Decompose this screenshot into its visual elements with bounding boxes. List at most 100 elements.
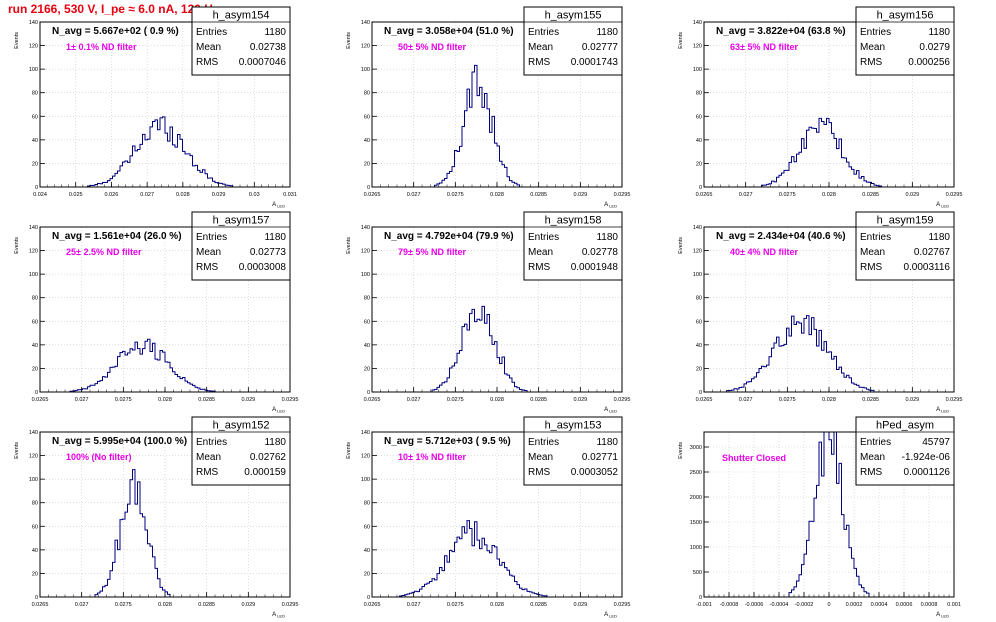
- stats-value: -1.924e-06: [902, 452, 951, 463]
- x-tick-label: -0.0006: [745, 602, 764, 608]
- y-tick-label: 120: [361, 44, 370, 50]
- stats-value: 0.0003052: [571, 467, 619, 478]
- stats-value: 1180: [928, 27, 950, 38]
- y-tick-label: 40: [32, 548, 38, 554]
- stats-key: Mean: [860, 42, 885, 53]
- stats-value: 1180: [928, 232, 950, 243]
- y-tick-label: 0: [367, 185, 370, 191]
- x-tick-label: 0.0295: [946, 192, 963, 198]
- y-tick-label: 100: [693, 67, 702, 73]
- x-tick-label: 0.028: [490, 602, 504, 608]
- y-tick-label: 40: [364, 548, 370, 554]
- y-tick-label: 100: [29, 477, 38, 483]
- x-tick-label: 0.0275: [115, 397, 132, 403]
- stats-value: 0.0003116: [903, 262, 950, 273]
- x-axis-title: A LED: [604, 612, 617, 619]
- x-tick-label: 0.028: [490, 192, 504, 198]
- y-tick-label: 80: [364, 501, 370, 507]
- x-tick-label: 0.0265: [364, 397, 381, 403]
- stats-value: 0.000256: [908, 57, 950, 68]
- x-axis-title: A LED: [272, 407, 285, 414]
- y-tick-label: 80: [32, 296, 38, 302]
- x-tick-label: 0.0265: [32, 397, 49, 403]
- stats-key: Entries: [196, 27, 227, 38]
- filter-label: 79± 5% ND filter: [398, 247, 466, 257]
- y-tick-label: 1000: [690, 545, 702, 551]
- stats-value: 0.0007046: [239, 57, 287, 68]
- x-tick-label: 0.028: [822, 192, 836, 198]
- x-axis-title: A LED: [272, 612, 285, 619]
- run-title: run 2166, 530 V, I_pe ≈ 6.0 nA, 120 Hz: [8, 2, 219, 16]
- x-tick-label: 0.026: [105, 192, 119, 198]
- navg-label: N_avg = 5.667e+02 ( 0.9 %): [52, 26, 179, 37]
- stats-title: h_asym153: [545, 420, 602, 432]
- stats-box: [191, 416, 291, 486]
- y-tick-label: 60: [364, 524, 370, 530]
- y-tick-label: 40: [696, 138, 702, 144]
- x-axis-title: A LED: [604, 202, 617, 209]
- stats-title: h_asym152: [213, 420, 270, 432]
- histogram-panel-hPed_asym: -0.001 -0.0008 -0.0006 -0.0004 -0.0002 0 0.000…: [678, 416, 961, 619]
- stats-key: RMS: [528, 57, 551, 68]
- y-tick-label: 120: [693, 249, 702, 255]
- stats-key: Entries: [528, 232, 559, 243]
- stats-title: h_asym154: [213, 10, 270, 22]
- x-tick-label: 0.03: [249, 192, 260, 198]
- navg-label: N_avg = 1.561e+04 (26.0 %): [52, 231, 182, 242]
- stats-key: Entries: [860, 232, 891, 243]
- x-tick-label: 0.027: [407, 602, 421, 608]
- x-tick-label: 0.025: [69, 192, 83, 198]
- x-tick-label: 0.029: [241, 397, 255, 403]
- y-tick-label: 120: [693, 44, 702, 50]
- x-axis-title: A LED: [604, 407, 617, 414]
- y-tick-label: 120: [361, 454, 370, 460]
- navg-label: N_avg = 3.058e+04 (51.0 %): [384, 26, 514, 37]
- stats-key: RMS: [860, 467, 883, 478]
- x-tick-label: 0.0295: [614, 602, 631, 608]
- y-axis-title: Events: [14, 442, 20, 459]
- y-tick-label: 0: [367, 595, 370, 601]
- x-tick-label: 0.027: [739, 397, 753, 403]
- y-tick-label: 120: [29, 44, 38, 50]
- y-tick-label: 60: [696, 114, 702, 120]
- x-tick-label: 0.028: [158, 602, 172, 608]
- y-tick-label: 0: [699, 185, 702, 191]
- filter-label: 40± 4% ND filter: [730, 247, 798, 257]
- y-axis-title: Events: [678, 442, 684, 459]
- x-tick-label: 0.0265: [364, 602, 381, 608]
- y-tick-label: 20: [364, 366, 370, 372]
- stats-box: [855, 6, 955, 76]
- x-tick-label: 0.0275: [779, 397, 796, 403]
- y-tick-label: 140: [361, 430, 370, 436]
- y-tick-label: 100: [29, 272, 38, 278]
- histogram-line: [40, 116, 290, 188]
- x-tick-label: 0.0295: [946, 397, 963, 403]
- navg-label: N_avg = 5.712e+03 ( 9.5 %): [384, 436, 511, 447]
- plot-frame: [39, 21, 291, 188]
- stats-key: Mean: [196, 42, 221, 53]
- stats-value: 0.0001743: [571, 57, 619, 68]
- x-tick-label: 0.027: [140, 192, 154, 198]
- stats-key: RMS: [860, 262, 883, 273]
- stats-box: [191, 211, 291, 281]
- x-tick-label: 0.0265: [364, 192, 381, 198]
- filter-label: 10± 1% ND filter: [398, 452, 466, 462]
- y-tick-label: 2000: [690, 495, 702, 501]
- y-tick-label: 60: [364, 114, 370, 120]
- filter-label: 50± 5% ND filter: [398, 42, 466, 52]
- stats-key: RMS: [528, 467, 551, 478]
- stats-key: Entries: [528, 437, 559, 448]
- stats-key: Entries: [196, 232, 227, 243]
- stats-key: Entries: [860, 437, 891, 448]
- stats-title: hPed_asym: [876, 420, 934, 432]
- y-axis-title: Events: [14, 237, 20, 254]
- y-tick-label: 0: [699, 595, 702, 601]
- stats-value: 1180: [264, 232, 286, 243]
- stats-value: 0.000159: [244, 467, 286, 478]
- y-tick-label: 20: [364, 161, 370, 167]
- x-tick-label: 0.0275: [447, 397, 464, 403]
- stats-box: [855, 416, 955, 486]
- y-tick-label: 0: [35, 185, 38, 191]
- y-tick-label: 120: [29, 249, 38, 255]
